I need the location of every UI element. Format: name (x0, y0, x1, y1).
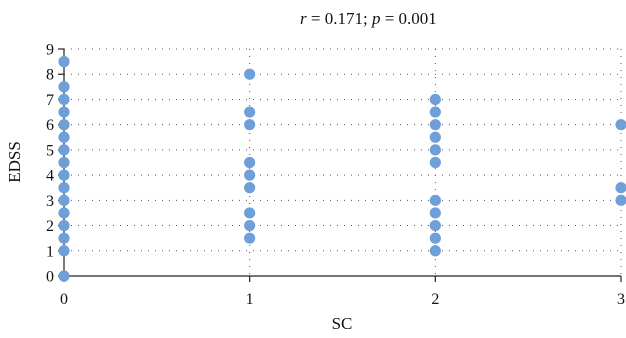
data-point (58, 106, 70, 118)
data-point (58, 245, 70, 257)
x-tick-label-2: 2 (431, 291, 439, 308)
data-point (429, 194, 441, 206)
data-point (244, 169, 256, 181)
axes (58, 48, 622, 282)
y-tick-label-6: 6 (46, 117, 54, 134)
y-tick-label-9: 9 (46, 42, 54, 59)
x-tick-label-3: 3 (617, 291, 625, 308)
data-point (429, 207, 441, 219)
data-point (58, 144, 70, 156)
y-tick-label-3: 3 (46, 193, 54, 210)
data-point (244, 156, 256, 169)
x-axis-title: SC (332, 314, 353, 333)
data-point (429, 245, 441, 257)
data-point (615, 182, 626, 194)
data-point (429, 119, 441, 131)
data-point (244, 106, 256, 118)
y-tick-labels: 0 1 2 3 4 5 6 7 8 9 (46, 42, 54, 286)
x-tick-labels: 0 1 2 3 (60, 291, 625, 308)
correlation-annotation: r = 0.171; p = 0.001 (300, 9, 437, 28)
y-axis-title: EDSS (5, 141, 24, 183)
x-tick-label-1: 1 (246, 291, 254, 308)
y-tick-label-8: 8 (46, 67, 54, 84)
data-point (429, 106, 441, 118)
data-point (58, 182, 70, 194)
data-point (58, 194, 70, 206)
data-point (244, 182, 256, 194)
data-points (58, 56, 626, 282)
y-tick-label-2: 2 (46, 218, 54, 235)
data-point (58, 207, 70, 219)
data-point (58, 270, 70, 282)
data-point (244, 68, 256, 80)
data-point (429, 156, 441, 169)
data-point (615, 119, 626, 131)
grid-lines (64, 48, 622, 276)
data-point (429, 144, 441, 156)
p-value-text: = 0.001 (380, 9, 436, 28)
data-point (244, 219, 256, 232)
data-point (244, 119, 256, 131)
r-value-text: = 0.171; (307, 9, 372, 28)
r-symbol: r (300, 9, 307, 28)
y-tick-label-7: 7 (46, 92, 54, 109)
data-point (58, 56, 70, 68)
data-point (58, 93, 70, 106)
data-point (58, 169, 70, 181)
data-point (58, 232, 70, 244)
data-point (429, 232, 441, 244)
data-point (58, 81, 70, 93)
data-point (58, 131, 70, 143)
y-tick-label-1: 1 (46, 243, 54, 260)
p-symbol: p (371, 9, 381, 28)
y-tick-label-0: 0 (46, 269, 54, 286)
data-point (244, 232, 256, 244)
data-point (244, 207, 256, 219)
data-point (429, 131, 441, 143)
data-point (615, 194, 626, 206)
data-point (429, 219, 441, 232)
data-point (58, 119, 70, 131)
data-point (58, 219, 70, 232)
y-tick-label-5: 5 (46, 142, 54, 159)
data-point (58, 156, 70, 169)
data-point (429, 93, 441, 106)
y-tick-label-4: 4 (46, 168, 54, 185)
x-tick-label-0: 0 (60, 291, 68, 308)
